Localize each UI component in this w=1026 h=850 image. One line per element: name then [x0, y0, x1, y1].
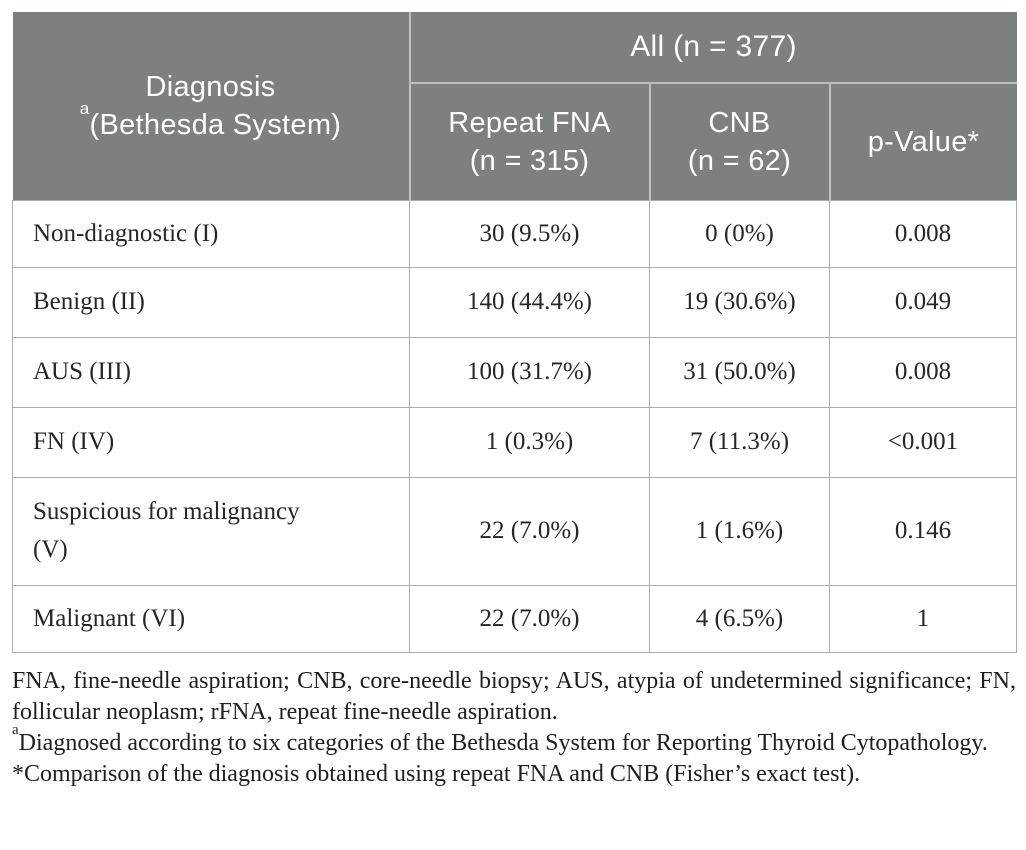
- header-p-value-cell: p-Value*: [829, 83, 1017, 200]
- header-all-label: All (n = 377): [630, 30, 797, 63]
- header-diagnosis-title: Diagnosis: [145, 70, 276, 103]
- row-label-cell: Benign (II): [12, 266, 410, 338]
- row-label: Benign (II): [33, 288, 145, 315]
- repeat-fna-value: 140 (44.4%): [409, 266, 650, 338]
- footnote-abbreviations: FNA, fine-needle aspiration; CNB, core-n…: [12, 666, 1016, 728]
- table-row: FN (IV) 1 (0.3%) 7 (11.3%) <0.001: [12, 406, 1017, 478]
- table-figure: Diagnosis a(Bethesda System) All (n = 37…: [12, 12, 1017, 790]
- header-row-top: Diagnosis a(Bethesda System) All (n = 37…: [12, 12, 1017, 200]
- p-value: 1: [829, 584, 1017, 653]
- table-footnotes: FNA, fine-needle aspiration; CNB, core-n…: [12, 666, 1016, 790]
- row-label: Malignant (VI): [33, 604, 186, 632]
- row-label: FN (IV): [33, 428, 115, 455]
- footnote-a-marker-header: a: [79, 99, 90, 119]
- cnb-value: 1 (1.6%): [649, 476, 830, 586]
- p-value: <0.001: [829, 406, 1017, 478]
- header-cnb-line2: (n = 62): [687, 144, 792, 177]
- row-label: Suspicious for malignancy (V): [33, 498, 300, 563]
- footnote-a: aDiagnosed according to six categories o…: [12, 722, 1016, 759]
- cnb-value: 31 (50.0%): [649, 336, 830, 408]
- p-value: 0.049: [829, 266, 1017, 338]
- footnote-star: *Comparison of the diagnosis obtained us…: [12, 759, 1016, 790]
- header-p-value-label: p-Value*: [867, 125, 980, 158]
- table-body: Non-diagnostic (I) 30 (9.5%) 0 (0%) 0.00…: [12, 199, 1017, 653]
- repeat-fna-value: 22 (7.0%): [409, 476, 650, 586]
- header-repeat-fna-line2: (n = 315): [469, 144, 590, 177]
- table-row: Suspicious for malignancy (V) 22 (7.0%) …: [12, 476, 1017, 586]
- header-cnb-cell: CNB (n = 62): [648, 83, 831, 200]
- table-row: Non-diagnostic (I) 30 (9.5%) 0 (0%) 0.00…: [12, 199, 1017, 268]
- header-all-cell: All (n = 377): [409, 12, 1017, 84]
- repeat-fna-value: 30 (9.5%): [409, 199, 650, 268]
- header-diagnosis-cell: Diagnosis a(Bethesda System): [12, 12, 411, 200]
- footnote-abbreviations-text: FNA, fine-needle aspiration; CNB, core-n…: [12, 667, 1016, 725]
- p-value: 0.008: [829, 199, 1017, 268]
- header-diagnosis-subtitle: (Bethesda System): [89, 108, 342, 141]
- header-repeat-fna-cell: Repeat FNA (n = 315): [409, 83, 650, 200]
- table-row: Malignant (VI) 22 (7.0%) 4 (6.5%) 1: [12, 584, 1017, 653]
- row-label-cell: Malignant (VI): [12, 584, 410, 653]
- repeat-fna-value: 100 (31.7%): [409, 336, 650, 408]
- p-value: 0.146: [829, 476, 1017, 586]
- header-repeat-fna-line1: Repeat FNA: [448, 106, 611, 139]
- row-label-cell: Suspicious for malignancy (V): [12, 476, 410, 586]
- header-cnb-line1: CNB: [708, 106, 771, 139]
- cnb-value: 4 (6.5%): [649, 584, 830, 653]
- header-row-sub: Repeat FNA (n = 315) CNB (n = 62) p-Valu…: [13, 83, 1017, 200]
- cnb-value: 19 (30.6%): [649, 266, 830, 338]
- row-label: Non-diagnostic (I): [33, 219, 219, 247]
- table-row: Benign (II) 140 (44.4%) 19 (30.6%) 0.049: [12, 266, 1017, 338]
- row-label-cell: AUS (III): [12, 336, 410, 408]
- cnb-value: 7 (11.3%): [649, 406, 830, 478]
- row-label-cell: FN (IV): [12, 406, 410, 478]
- repeat-fna-value: 22 (7.0%): [409, 584, 650, 653]
- row-label-cell: Non-diagnostic (I): [12, 199, 410, 268]
- row-label: AUS (III): [33, 358, 131, 385]
- table-header: Diagnosis a(Bethesda System) All (n = 37…: [12, 12, 1017, 200]
- diagnosis-table: Diagnosis a(Bethesda System) All (n = 37…: [12, 12, 1017, 653]
- footnote-star-text: *Comparison of the diagnosis obtained us…: [12, 760, 861, 787]
- footnote-a-text: Diagnosed according to six categories of…: [18, 729, 988, 756]
- p-value: 0.008: [829, 336, 1017, 408]
- table-row: AUS (III) 100 (31.7%) 31 (50.0%) 0.008: [12, 336, 1017, 408]
- cnb-value: 0 (0%): [649, 199, 830, 268]
- repeat-fna-value: 1 (0.3%): [409, 406, 650, 478]
- footnote-a-marker: a: [12, 721, 19, 738]
